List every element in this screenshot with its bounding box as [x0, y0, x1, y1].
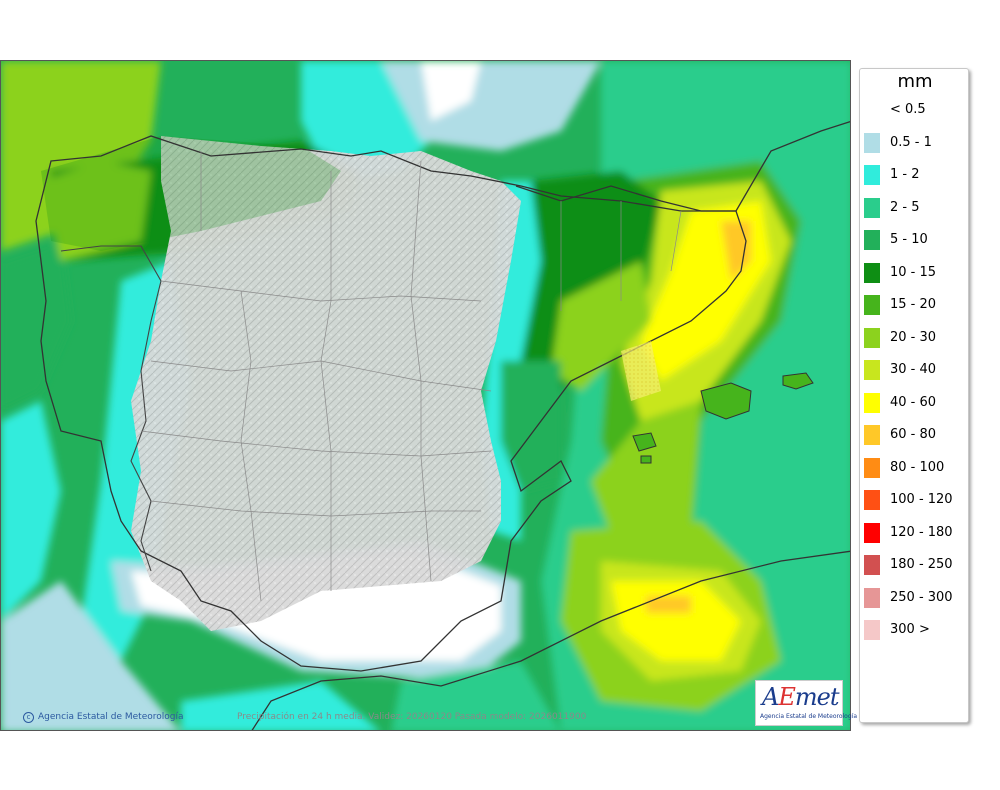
legend-label: 30 - 40 — [890, 362, 937, 377]
legend-row: 5 - 10 — [864, 229, 968, 251]
legend-label: < 0.5 — [890, 102, 926, 117]
legend-swatch — [864, 230, 880, 250]
legend-row: 20 - 30 — [864, 327, 968, 349]
legend-row: < 0.5 — [864, 99, 968, 121]
legend-swatch — [864, 327, 880, 348]
legend-row: 30 - 40 — [864, 359, 968, 381]
legend-label: 120 - 180 — [890, 524, 953, 540]
legend-swatch — [864, 392, 880, 413]
legend-label: 2 - 5 — [890, 199, 920, 215]
legend-row: 15 - 20 — [864, 294, 968, 316]
legend-row: 80 - 100 — [864, 457, 968, 479]
legend-row: 100 - 120 — [864, 489, 968, 511]
legend-label: 20 - 30 — [890, 329, 937, 345]
aemet-logo[interactable]: AEmet Agencia Estatal de Meteorología — [755, 680, 857, 726]
legend-label: 5 - 10 — [890, 232, 928, 247]
legend-row: 180 - 250 — [864, 554, 968, 576]
legend-swatch — [864, 262, 880, 283]
legend-label: 10 - 15 — [890, 264, 937, 280]
map-caption: Precipitación en 24 h media. Validez: 20… — [237, 712, 587, 722]
iberia-relief — [131, 136, 521, 631]
copyright-icon: c — [23, 712, 34, 723]
legend-swatch — [864, 360, 880, 380]
legend-row: 120 - 180 — [864, 522, 968, 544]
legend-swatch — [864, 295, 880, 315]
legend-swatch — [864, 425, 880, 445]
legend-row: 60 - 80 — [864, 424, 968, 446]
logo-mark: AEmet — [762, 683, 839, 711]
legend-label: 180 - 250 — [890, 557, 953, 572]
legend-label: 40 - 60 — [890, 394, 937, 410]
logo-subtitle: Agencia Estatal de Meteorología — [760, 713, 857, 720]
legend-unit: mm — [897, 71, 933, 92]
balearic-islands — [632, 372, 814, 464]
legend-label: 250 - 300 — [890, 589, 953, 605]
legend-label: 15 - 20 — [890, 297, 937, 312]
credit-text[interactable]: c Agencia Estatal de Meteorología — [23, 712, 184, 723]
legend-row: 2 - 5 — [864, 197, 968, 219]
legend-swatch — [864, 522, 880, 543]
legend-swatch — [864, 165, 880, 185]
legend-label: 100 - 120 — [890, 492, 953, 507]
precipitation-map[interactable] — [0, 60, 851, 731]
legend-label: 60 - 80 — [890, 427, 937, 442]
legend-label: 0.5 - 1 — [890, 134, 932, 150]
north-relief — [41, 136, 341, 251]
legend-swatch — [864, 555, 880, 575]
legend-row: 1 - 2 — [864, 164, 968, 186]
legend-swatch — [864, 132, 880, 153]
coastline — [35, 120, 850, 730]
legend-swatch — [864, 100, 880, 120]
province-borders — [140, 151, 682, 602]
rain-patch — [621, 341, 661, 401]
legend-swatch — [864, 490, 880, 510]
legend-row: 40 - 60 — [864, 392, 968, 414]
legend-swatch — [864, 457, 880, 478]
legend-label: 300 > — [890, 622, 930, 637]
legend-row: 250 - 300 — [864, 587, 968, 609]
legend-label: 1 - 2 — [890, 167, 920, 182]
precipitation-legend: mm < 0.5 0.5 - 1 1 - 2 2 - 5 5 - 10 10 - 15 15… — [859, 68, 969, 723]
legend-swatch — [864, 197, 880, 218]
legend-swatch — [864, 620, 880, 640]
legend-row: 10 - 15 — [864, 262, 968, 284]
legend-swatch — [864, 587, 880, 608]
legend-row: 0.5 - 1 — [864, 132, 968, 154]
legend-label: 80 - 100 — [890, 459, 945, 475]
legend-row: 300 > — [864, 619, 968, 641]
